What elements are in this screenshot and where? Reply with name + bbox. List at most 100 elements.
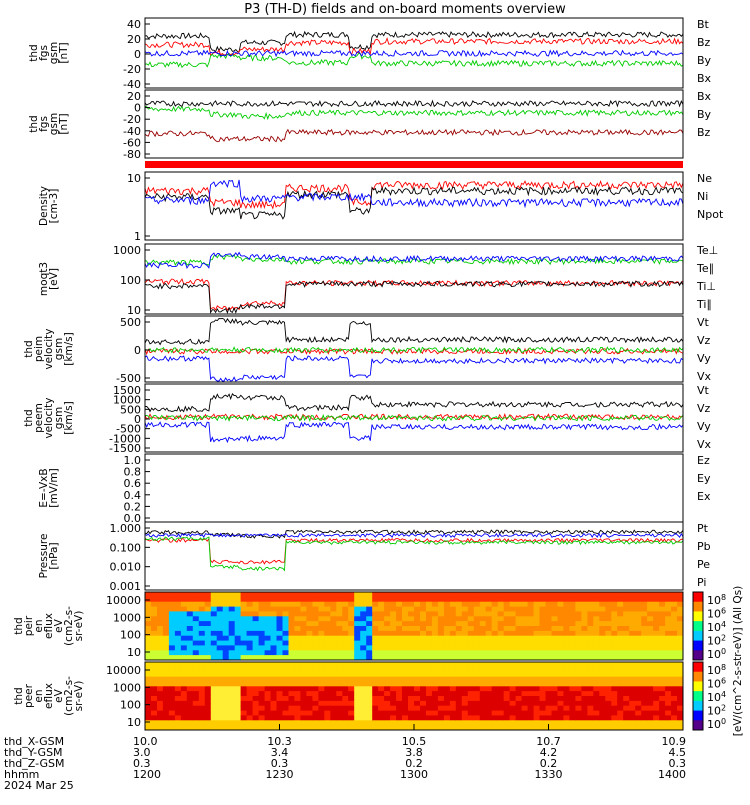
spectrogram-cell (390, 671, 397, 678)
spectrogram-cell (378, 596, 385, 603)
spectrogram-cell (234, 650, 242, 656)
spectrogram-cell (354, 650, 361, 656)
spectrogram-cell (366, 611, 373, 617)
spectrogram-cell (288, 630, 295, 637)
spectrogram-cell (533, 635, 541, 642)
spectrogram-cell (192, 676, 200, 682)
spectrogram-cell (617, 616, 624, 622)
spectrogram-cell (575, 645, 582, 651)
spectrogram-cell (246, 621, 254, 627)
spectrogram-cell (485, 655, 493, 661)
spectrogram-cell (420, 662, 427, 668)
spectrogram-cell (467, 592, 475, 598)
spectrogram-cell (551, 655, 558, 661)
spectrogram-cell (210, 676, 218, 682)
spectrogram-cell (234, 671, 242, 678)
spectrogram-cell (145, 705, 152, 712)
spectrogram-cell (635, 650, 642, 656)
spectrogram-cell (348, 662, 355, 668)
spectrogram-cell (563, 666, 570, 673)
colorbar-segment (693, 592, 703, 603)
spectrogram-cell (527, 725, 535, 731)
spectrogram-cell (593, 676, 600, 682)
spectrogram-cell (551, 696, 558, 702)
footer-tick-value: 3.8 (405, 746, 423, 759)
spectrogram-cell (408, 696, 415, 702)
spectrogram-cell (509, 606, 517, 612)
spectrogram-cell (449, 645, 457, 651)
spectrogram-cell (557, 715, 564, 721)
spectrogram-cell (151, 611, 158, 617)
spectrogram-cell (336, 710, 343, 716)
spectrogram-cell (390, 655, 397, 661)
spectrogram-cell (593, 596, 600, 603)
spectrogram-cell (641, 601, 648, 608)
spectrogram-cell (599, 705, 606, 712)
spectrogram-cell (539, 650, 546, 656)
spectrogram-cell (354, 696, 361, 702)
y-axis-label: peem (33, 403, 45, 433)
spectrogram-cell (228, 715, 236, 721)
spectrogram-cell (210, 655, 218, 661)
spectrogram-cell (545, 645, 552, 651)
series-Te∥-line (144, 280, 684, 314)
spectrogram-cell (300, 700, 307, 707)
spectrogram-cell (162, 621, 170, 627)
spectrogram-cell (545, 691, 552, 697)
spectrogram-cell (473, 596, 481, 603)
spectrogram-cell (629, 662, 636, 668)
spectrogram-cell (509, 691, 517, 697)
spectrogram-cell (216, 626, 224, 632)
spectrogram-cell (426, 640, 433, 646)
spectrogram-cell (443, 676, 451, 682)
spectrogram-cell (157, 681, 164, 687)
spectrogram-cell (653, 691, 660, 697)
series-By-line (144, 99, 684, 108)
spectrogram-cell (653, 681, 660, 687)
spectrogram-cell (593, 696, 600, 702)
spectrogram-cell (599, 691, 606, 697)
spectrogram-cell (497, 606, 505, 612)
spectrogram-cell (348, 696, 355, 702)
spectrogram-cell (653, 666, 660, 673)
spectrogram-cell (408, 626, 415, 632)
y-axis-label: thd (13, 617, 25, 634)
spectrogram-cell (587, 626, 594, 632)
spectrogram-cell (258, 666, 266, 673)
spectrogram-cell (186, 696, 194, 702)
spectrogram-cell (246, 710, 254, 716)
spectrogram-cell (145, 671, 152, 678)
spectrogram-cell (336, 655, 343, 661)
spectrogram-cell (276, 596, 283, 603)
spectrogram-cell (557, 666, 564, 673)
spectrogram-cell (258, 715, 266, 721)
spectrogram-cell (282, 635, 289, 642)
spectrogram-cell (569, 650, 576, 656)
spectrogram-cell (485, 662, 493, 668)
y-axis-label: en (33, 619, 45, 632)
spectrogram-cell (228, 676, 236, 682)
spectrogram-cell (545, 606, 552, 612)
spectrogram-cell (527, 691, 535, 697)
spectrogram-cell (455, 681, 463, 687)
spectrogram-cell (414, 710, 421, 716)
spectrogram-cell (408, 596, 415, 603)
spectrogram-cell (641, 606, 648, 612)
spectrogram-cell (426, 621, 433, 627)
spectrogram-cell (151, 705, 158, 712)
y-axis-label: peim (33, 336, 45, 362)
spectrogram-cell (234, 676, 242, 682)
spectrogram-cell (587, 650, 594, 656)
spectrogram-cell (228, 666, 236, 673)
spectrogram-cell (264, 671, 272, 678)
spectrogram-cell (431, 655, 439, 661)
spectrogram-cell (145, 640, 152, 646)
spectrogram-cell (186, 630, 194, 637)
spectrogram-cell (647, 626, 654, 632)
spectrogram-cell (677, 592, 684, 598)
spectrogram-cell (336, 592, 343, 598)
spectrogram-cell (611, 606, 618, 612)
spectrogram-cell (455, 630, 463, 637)
spectrogram-cell (348, 725, 355, 731)
spectrogram-cell (437, 720, 445, 726)
